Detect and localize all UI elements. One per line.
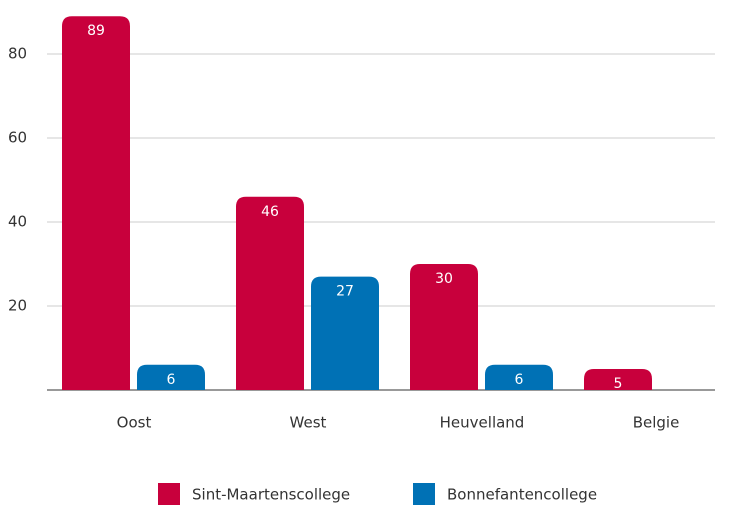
- value-label: 89: [87, 23, 105, 39]
- y-tick-label: 40: [8, 213, 27, 231]
- bar: [62, 16, 130, 390]
- legend-label: Bonnefantencollege: [447, 486, 597, 504]
- y-tick-label: 80: [8, 45, 27, 63]
- y-tick-label: 20: [8, 297, 27, 315]
- bar: [137, 364, 205, 390]
- value-label: 30: [435, 271, 453, 287]
- bar: [311, 276, 379, 390]
- value-label: 6: [515, 372, 524, 388]
- x-tick-label: West: [290, 414, 327, 432]
- legend-label: Sint-Maartenscollege: [192, 486, 350, 504]
- bar: [584, 369, 652, 390]
- x-tick-label: Belgie: [633, 414, 680, 432]
- value-label: 46: [261, 204, 279, 220]
- value-label: 5: [614, 376, 623, 392]
- legend-swatch: [413, 483, 435, 505]
- y-tick-label: 60: [8, 129, 27, 147]
- x-tick-label: Heuvelland: [440, 414, 525, 432]
- bar: [236, 196, 304, 390]
- bar: [485, 364, 553, 390]
- value-label: 6: [167, 372, 176, 388]
- bar: [410, 264, 478, 390]
- legend-swatch: [158, 483, 180, 505]
- x-tick-label: Oost: [117, 414, 152, 432]
- value-label: 27: [336, 284, 354, 300]
